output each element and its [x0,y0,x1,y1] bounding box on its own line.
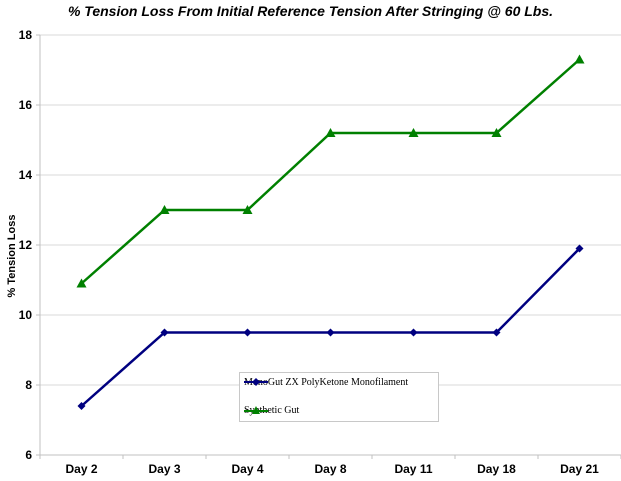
x-tick-label: Day 2 [65,462,97,476]
diamond-marker-icon [244,378,268,386]
series-line [80,58,581,285]
y-tick-label: 18 [19,28,33,42]
x-tick-label: Day 18 [477,462,516,476]
y-tick-label: 6 [25,448,32,462]
data-point [159,205,170,214]
x-tick-label: Day 21 [560,462,599,476]
chart-title: % Tension Loss From Initial Reference Te… [67,3,554,19]
data-point [76,278,87,288]
y-tick-label: 8 [25,378,32,392]
legend-label: MonoGut ZX PolyKetone Monofilament [244,377,409,388]
data-point [326,328,335,337]
data-point [575,244,584,253]
data-point [242,205,253,214]
data-point [243,328,252,337]
y-tick-label: 12 [19,238,33,252]
x-tick-label: Day 4 [231,462,263,476]
legend-item-monogut: MonoGut ZX PolyKetone Monofilament [244,377,408,388]
data-point [491,128,502,137]
data-point [409,328,418,337]
data-point [574,54,585,64]
y-tick-label: 10 [19,308,33,322]
legend-label: Synthetic Gut [244,405,300,416]
x-tick-label: Day 11 [394,462,432,476]
y-tick-label: 14 [19,168,33,182]
triangle-marker-icon [244,406,268,414]
data-point [160,328,169,337]
legend: MonoGut ZX PolyKetone Monofilament Synth… [239,372,439,422]
x-tick-label: Day 8 [314,462,346,476]
data-point [77,402,86,410]
data-point [492,328,501,337]
legend-item-synthetic-gut: Synthetic Gut [244,405,299,416]
x-tick-label: Day 3 [148,462,180,476]
y-tick-label: 16 [19,98,33,112]
data-point [325,128,336,137]
data-point [408,128,419,137]
